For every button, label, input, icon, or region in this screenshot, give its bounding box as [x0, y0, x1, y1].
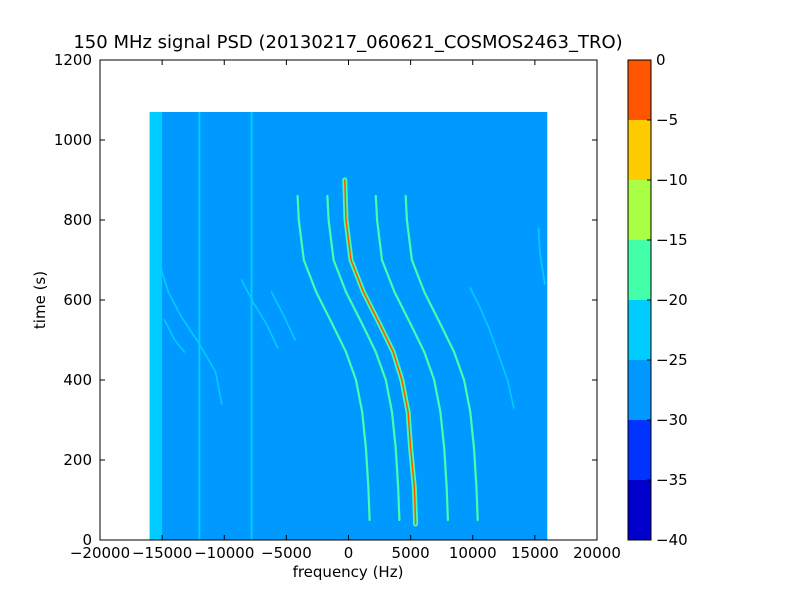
- trace-11: [153, 263, 160, 281]
- y-tick-label-6: 1200: [54, 51, 92, 69]
- colorbar-tick-label-7: −5: [656, 111, 678, 129]
- trace-10: [537, 227, 546, 285]
- spectrogram-plot: [149, 112, 548, 540]
- colorbar-segment-7: [628, 60, 651, 120]
- y-tick-label-2: 400: [63, 371, 92, 389]
- trace-7: [240, 279, 279, 349]
- colorbar-tick-label-0: −40: [656, 531, 688, 549]
- y-tick-label-0: 0: [82, 531, 92, 549]
- colorbar-tick-label-1: −35: [656, 471, 688, 489]
- trace-2: [404, 194, 479, 522]
- trace-9: [469, 287, 515, 409]
- y-tick-label-3: 600: [63, 291, 92, 309]
- colorbar-segment-1: [628, 420, 651, 480]
- x-tick-label-0: −20000: [70, 544, 130, 562]
- trace-1: [374, 194, 449, 522]
- trace-3: [326, 194, 401, 522]
- colorbar: −40 −35 −30 −25 −20 −15 −10 −5 0: [627, 51, 688, 549]
- x-tick-label-5: 5000: [392, 544, 430, 562]
- colorbar-segment-5: [628, 180, 651, 240]
- colorbar-tick-label-4: −20: [656, 291, 688, 309]
- chart-title: 150 MHz signal PSD (20130217_060621_COSM…: [73, 32, 622, 53]
- x-tick-label-3: −5000: [261, 544, 312, 562]
- trace-6: [163, 319, 186, 353]
- colorbar-tick-label-8: 0: [656, 51, 666, 69]
- psd-background: [149, 112, 548, 540]
- x-tick-label-8: 20000: [573, 544, 621, 562]
- x-tick-label-4: 0: [344, 544, 354, 562]
- colorbar-segment-0: [628, 480, 651, 540]
- trace-4: [296, 194, 371, 522]
- colorbar-tick-label-2: −30: [656, 411, 688, 429]
- colorbar-tick-label-5: −15: [656, 231, 688, 249]
- y-axis-title: time (s): [31, 271, 49, 329]
- colorbar-tick-label-6: −10: [656, 171, 688, 189]
- y-tick-label-1: 200: [63, 451, 92, 469]
- trace-5: [158, 263, 223, 405]
- colorbar-segment-3: [628, 300, 651, 360]
- x-tick-label-1: −15000: [132, 544, 192, 562]
- y-tick-label-5: 1000: [54, 131, 92, 149]
- trace-8: [270, 291, 296, 341]
- colorbar-tick-label-3: −25: [656, 351, 688, 369]
- x-axis-title: frequency (Hz): [293, 563, 404, 581]
- colorbar-segment-4: [628, 240, 651, 300]
- y-tick-label-4: 800: [63, 211, 92, 229]
- trace-core-0: [344, 179, 417, 525]
- x-tick-label-2: −10000: [194, 544, 254, 562]
- colorbar-segment-2: [628, 360, 651, 420]
- axes: −20000 −15000 −10000 −5000 0 5000 10000 15000 20…: [54, 51, 621, 562]
- x-tick-label-7: 15000: [511, 544, 559, 562]
- band-edge: [149, 112, 163, 540]
- x-tick-label-6: 10000: [449, 544, 497, 562]
- colorbar-segment-6: [628, 120, 651, 180]
